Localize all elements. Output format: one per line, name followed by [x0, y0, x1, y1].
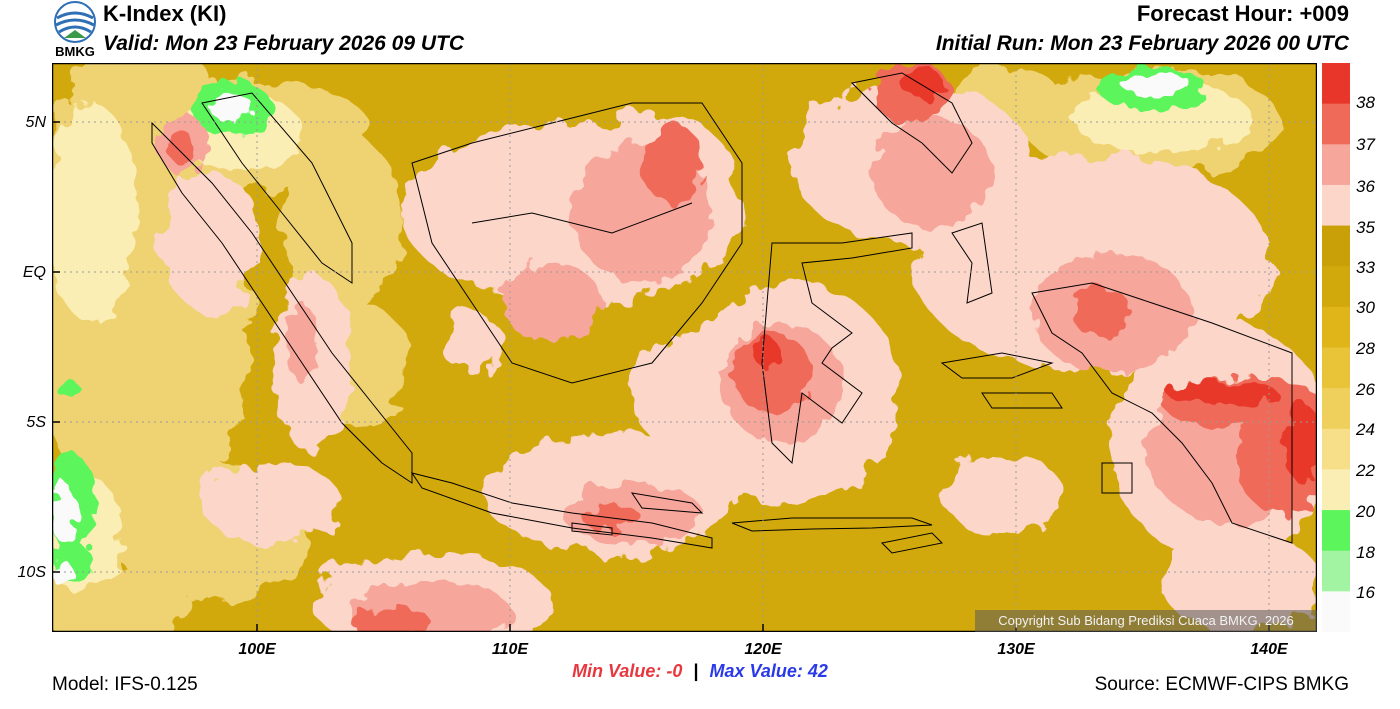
max-value: Max Value: 42 [710, 661, 828, 681]
colorbar-label: 20 [1356, 502, 1375, 521]
colorbar-swatch [1322, 510, 1350, 552]
colorbar-swatch [1322, 347, 1350, 389]
colorbar-label: 37 [1356, 135, 1375, 154]
colorbar-swatch [1322, 63, 1350, 105]
colorbar-label: 24 [1356, 420, 1375, 439]
max-value-number: 42 [807, 661, 828, 681]
colorbar-label: 22 [1356, 461, 1375, 480]
malaysia-coast [201, 92, 353, 284]
colorbar-swatch [1322, 306, 1350, 348]
colorbar-label: 30 [1356, 298, 1375, 317]
papua-coast [1031, 282, 1293, 544]
max-value-label: Max Value: [709, 661, 803, 681]
lon-label-110e: 110E [491, 641, 529, 658]
copyright-notice: Copyright Sub Bidang Prediksi Cuaca BMKG… [975, 610, 1317, 632]
colorbar-label: 35 [1356, 218, 1375, 237]
colorbar-label: 38 [1356, 93, 1375, 112]
colorbar-swatch [1322, 550, 1350, 592]
colorbar-label: 16 [1356, 583, 1375, 602]
lon-label-120e: 120E [744, 641, 782, 658]
forecast-hour: Forecast Hour: +009 [1136, 1, 1349, 26]
colorbar-swatch [1322, 225, 1350, 267]
colorbar-swatch [1322, 388, 1350, 430]
min-value-number: -0 [666, 661, 683, 681]
source-info: Source: ECMWF-CIPS BMKG [1094, 674, 1349, 695]
initial-run: Initial Run: Mon 23 February 2026 00 UTC [935, 32, 1349, 55]
min-value-label: Min Value: [572, 661, 662, 681]
white-lowest-values [52, 73, 1192, 587]
min-max-values: Min Value: -0 | Max Value: 42 [0, 661, 1400, 682]
bali-coast [571, 522, 613, 536]
sumatra-coast [151, 121, 413, 484]
bmkg-logo: BMKG [50, 0, 100, 62]
map-frame [52, 63, 1317, 632]
lat-label-5s: 5S [26, 414, 46, 431]
sulawesi-coast [761, 232, 913, 465]
seram-coast [981, 392, 1063, 409]
colorbar-swatch [1322, 184, 1350, 227]
colorbar-label: 33 [1356, 258, 1375, 277]
maluku-coast [940, 352, 1054, 379]
philippines-coast [850, 72, 973, 174]
colorbar-swatch [1322, 469, 1350, 511]
k-index-map [52, 63, 1317, 632]
colorbar-label: 18 [1356, 543, 1375, 562]
colorbar-swatch [1322, 103, 1350, 145]
model-info: Model: IFS-0.125 [52, 674, 198, 695]
sumbawa-coast [630, 492, 704, 514]
min-value: Min Value: -0 [572, 661, 687, 681]
lon-label-130e: 130E [997, 641, 1035, 658]
colorbar-swatch [1322, 428, 1350, 470]
lat-label-5n: 5N [25, 114, 46, 131]
aru-coast [1101, 462, 1133, 494]
lon-label-140e: 140E [1250, 641, 1288, 658]
coastlines [151, 72, 1293, 554]
lat-label-10s: 10S [17, 564, 46, 581]
timor-coast [880, 532, 944, 554]
halmahera-coast [951, 222, 993, 304]
lon-label-100e: 100E [238, 641, 276, 658]
colorbar-label: 28 [1356, 339, 1375, 358]
colorbar-swatch [1322, 266, 1350, 308]
borneo-coast [411, 102, 743, 384]
logo-text: BMKG [55, 44, 95, 59]
colorbar-swatch [1322, 591, 1350, 632]
colorbar-swatch [1322, 144, 1350, 186]
map-title: K-Index (KI) [103, 1, 227, 26]
lat-label-eq: EQ [22, 264, 46, 281]
kalimantan-border [471, 202, 693, 234]
salmon-higher-values [157, 113, 1317, 632]
colorbar-label: 26 [1356, 380, 1375, 399]
lat-lon-grid [52, 63, 1317, 632]
colorbar-label: 36 [1356, 177, 1375, 196]
valid-time: Valid: Mon 23 February 2026 09 UTC [103, 32, 465, 55]
java-coast [410, 472, 713, 549]
colorbar [1322, 63, 1350, 632]
min-max-separator: | [693, 661, 699, 681]
nusa-tenggara-coast [731, 517, 933, 532]
